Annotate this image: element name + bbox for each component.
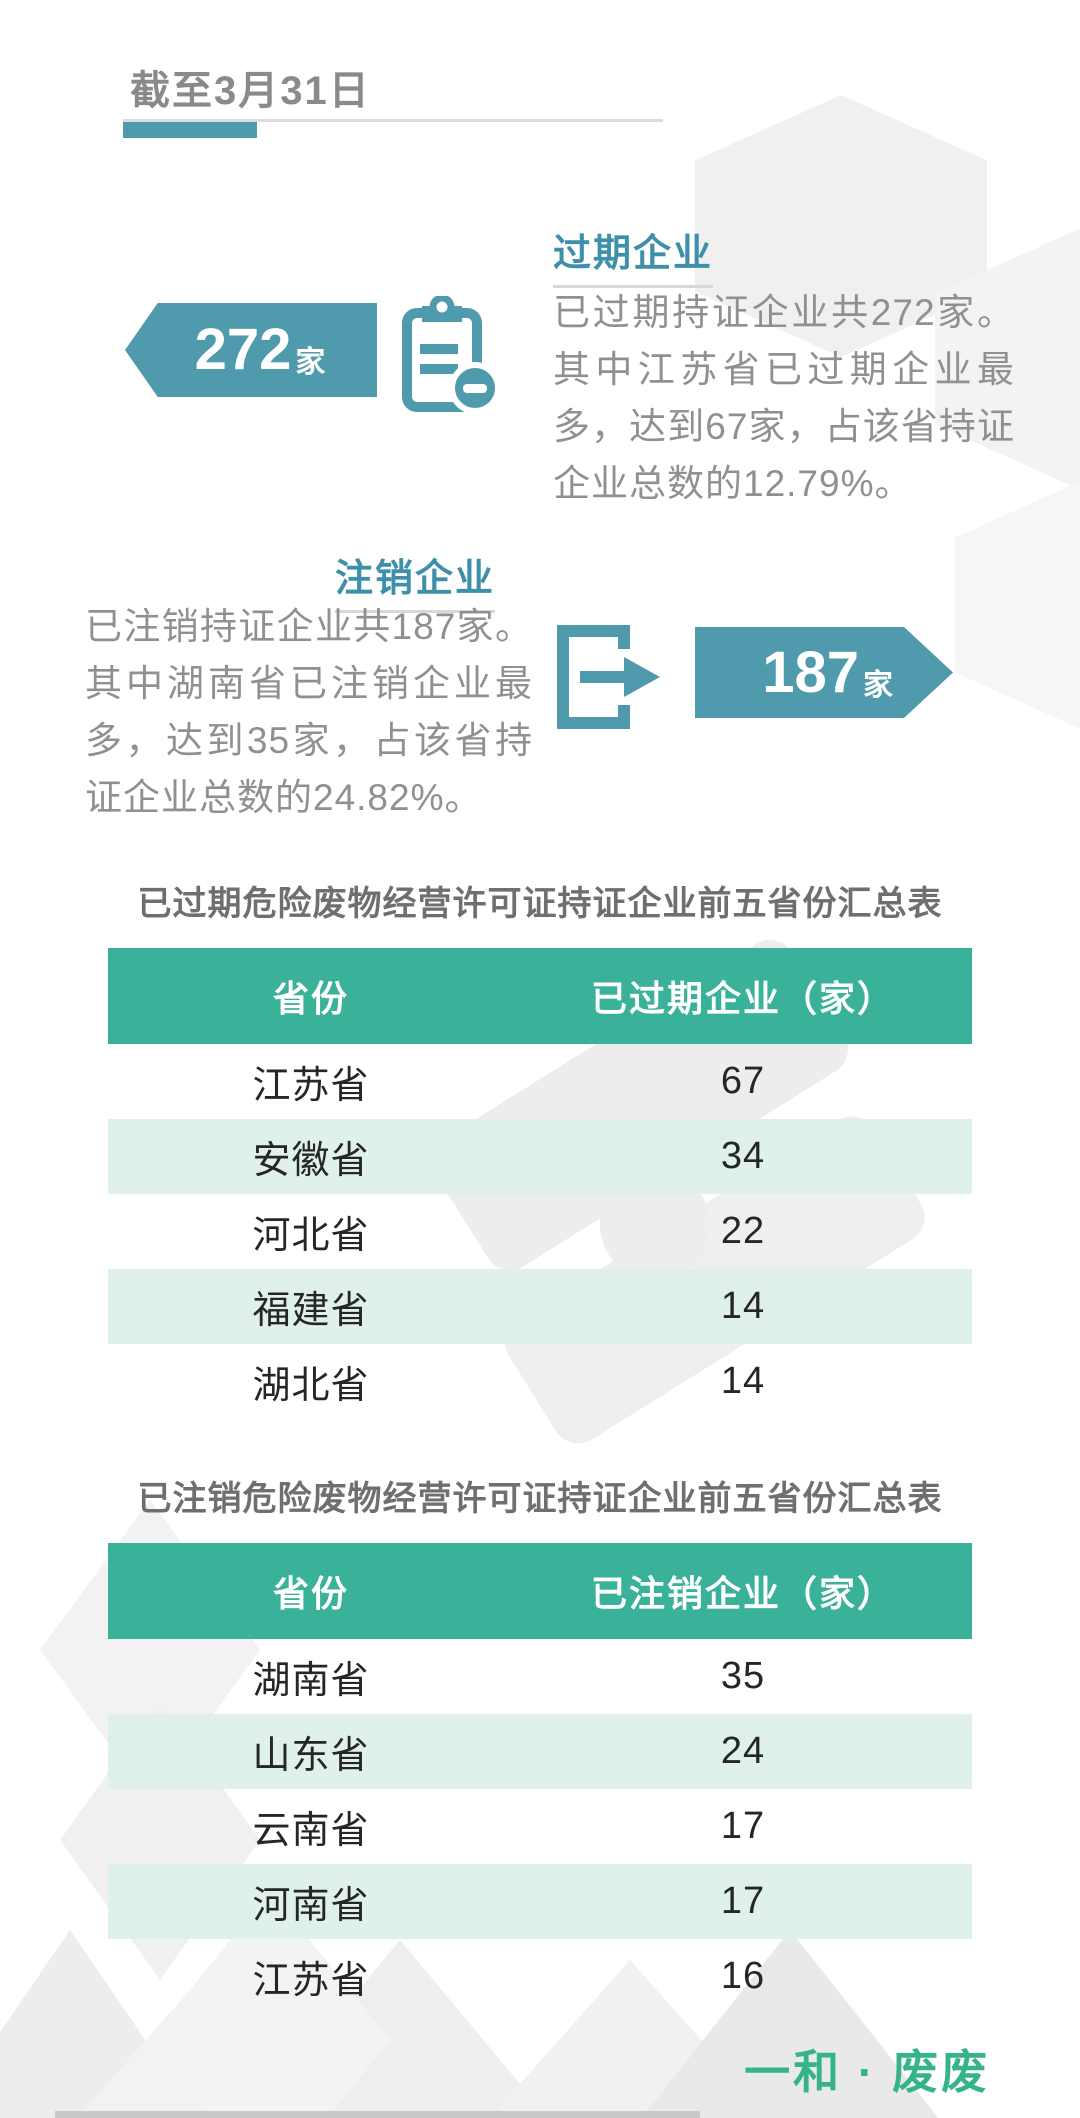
table-row: 河南省 17 — [108, 1864, 972, 1939]
column-header-cancelled-count: 已注销企业（家） — [591, 1573, 896, 1614]
cancelled-section-title: 注销企业 — [334, 547, 495, 613]
table-row: 河北省 22 — [108, 1194, 972, 1269]
bottom-edge-bar — [55, 2111, 700, 2118]
expired-table: 省份 已过期企业（家） 江苏省 67 安徽省 34 河北省 22 福建省 14 … — [108, 948, 972, 1419]
table-row: 江苏省 67 — [108, 1044, 972, 1119]
cancelled-table-title: 已注销危险废物经营许可证持证企业前五省份汇总表 — [137, 1480, 943, 1518]
table-row: 安徽省 34 — [108, 1119, 972, 1194]
column-header-province: 省份 — [273, 978, 350, 1019]
value-cell: 14 — [720, 1360, 766, 1402]
value-cell: 16 — [720, 1955, 766, 1997]
value-cell: 14 — [720, 1285, 766, 1327]
brand-logo-text: 一和 · 废废 — [744, 2046, 990, 2098]
column-header-expired-count: 已过期企业（家） — [591, 978, 896, 1019]
cancelled-count-number: 187 — [762, 639, 859, 705]
table-row: 云南省 17 — [108, 1789, 972, 1864]
table-row: 湖北省 14 — [108, 1344, 972, 1419]
table-row: 福建省 14 — [108, 1269, 972, 1344]
cancelled-count-unit: 家 — [863, 668, 893, 702]
value-cell: 22 — [720, 1210, 766, 1252]
logout-arrow-icon — [552, 620, 666, 739]
value-cell: 34 — [720, 1135, 766, 1177]
province-cell: 河南省 — [252, 1885, 370, 1927]
value-cell: 35 — [720, 1655, 766, 1697]
column-header-province: 省份 — [273, 1573, 350, 1614]
table-row: 江苏省 16 — [108, 1939, 972, 2014]
province-cell: 江苏省 — [252, 1960, 370, 2002]
value-cell: 17 — [720, 1805, 766, 1847]
table-row: 湖南省 35 — [108, 1639, 972, 1714]
expired-count-banner: 272 家 — [125, 303, 377, 397]
cancelled-table: 省份 已注销企业（家） 湖南省 35 山东省 24 云南省 17 河南省 17 … — [108, 1543, 972, 2014]
province-cell: 河北省 — [252, 1215, 370, 1257]
expired-section-description: 已过期持证企业共272家。其中江苏省已过期企业最多，达到67家，占该省持证企业总… — [553, 292, 1015, 504]
province-cell: 湖北省 — [252, 1365, 370, 1407]
value-cell: 24 — [720, 1730, 766, 1772]
expired-table-header: 省份 已过期企业（家） — [108, 948, 972, 1044]
value-cell: 67 — [720, 1060, 766, 1102]
cancelled-section-description: 已注销持证企业共187家。其中湖南省已注销企业最多，达到35家，占该省持证企业总… — [85, 606, 533, 818]
expired-count-number: 272 — [194, 317, 292, 382]
province-cell: 湖南省 — [252, 1660, 370, 1702]
province-cell: 江苏省 — [252, 1065, 370, 1107]
expired-count-unit: 家 — [295, 346, 326, 379]
expired-section-title: 过期企业 — [553, 222, 714, 288]
clipboard-minus-icon — [398, 294, 501, 421]
header-rule-accent — [123, 122, 257, 138]
province-cell: 山东省 — [252, 1735, 370, 1777]
date-header: 截至3月31日 — [130, 69, 371, 113]
expired-table-title: 已过期危险废物经营许可证持证企业前五省份汇总表 — [137, 885, 943, 923]
cancelled-count-banner: 187 家 — [695, 627, 953, 718]
province-cell: 安徽省 — [252, 1140, 370, 1182]
province-cell: 福建省 — [252, 1290, 370, 1332]
province-cell: 云南省 — [252, 1810, 370, 1852]
value-cell: 17 — [720, 1880, 766, 1922]
table-row: 山东省 24 — [108, 1714, 972, 1789]
cancelled-table-header: 省份 已注销企业（家） — [108, 1543, 972, 1639]
header-rule — [123, 119, 663, 122]
